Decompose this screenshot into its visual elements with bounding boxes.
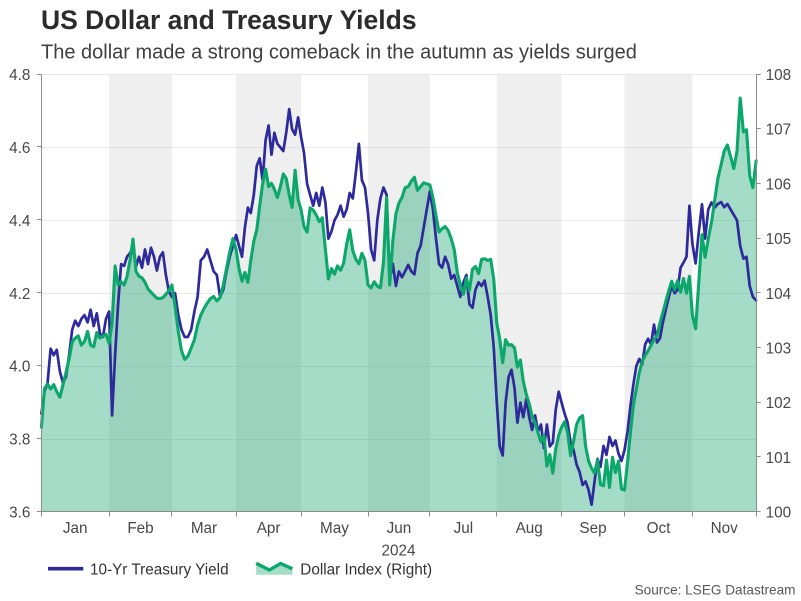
- svg-text:Jan: Jan: [63, 520, 88, 537]
- svg-text:Aug: Aug: [516, 520, 543, 537]
- svg-text:Nov: Nov: [711, 520, 739, 537]
- svg-text:Dollar Index (Right): Dollar Index (Right): [300, 562, 432, 579]
- svg-text:The dollar made a strong comeb: The dollar made a strong comeback in the…: [41, 42, 637, 64]
- svg-text:4.2: 4.2: [9, 286, 30, 303]
- svg-text:4.8: 4.8: [9, 67, 30, 84]
- svg-text:104: 104: [766, 286, 792, 303]
- svg-text:103: 103: [766, 340, 792, 357]
- svg-text:108: 108: [766, 67, 792, 84]
- svg-text:Feb: Feb: [127, 520, 153, 537]
- svg-text:4.6: 4.6: [9, 140, 30, 157]
- svg-text:2024: 2024: [381, 543, 416, 560]
- svg-text:Jul: Jul: [454, 520, 474, 537]
- svg-text:Mar: Mar: [191, 520, 217, 537]
- svg-text:3.8: 3.8: [9, 432, 30, 449]
- svg-text:3.6: 3.6: [9, 505, 30, 522]
- svg-text:US Dollar and Treasury Yields: US Dollar and Treasury Yields: [41, 5, 417, 35]
- svg-text:107: 107: [766, 122, 792, 139]
- svg-text:4.0: 4.0: [9, 359, 30, 376]
- svg-text:100: 100: [766, 505, 792, 522]
- svg-text:Oct: Oct: [647, 520, 672, 537]
- svg-text:10-Yr Treasury Yield: 10-Yr Treasury Yield: [90, 562, 229, 579]
- svg-text:105: 105: [766, 231, 792, 248]
- svg-text:May: May: [320, 520, 349, 537]
- svg-text:4.4: 4.4: [9, 213, 31, 230]
- svg-text:Jun: Jun: [387, 520, 412, 537]
- svg-text:102: 102: [766, 395, 792, 412]
- svg-text:101: 101: [766, 450, 792, 467]
- svg-text:Source: LSEG Datastream: Source: LSEG Datastream: [635, 583, 796, 598]
- svg-text:Sep: Sep: [579, 520, 606, 537]
- svg-text:Apr: Apr: [257, 520, 281, 537]
- svg-text:106: 106: [766, 176, 792, 193]
